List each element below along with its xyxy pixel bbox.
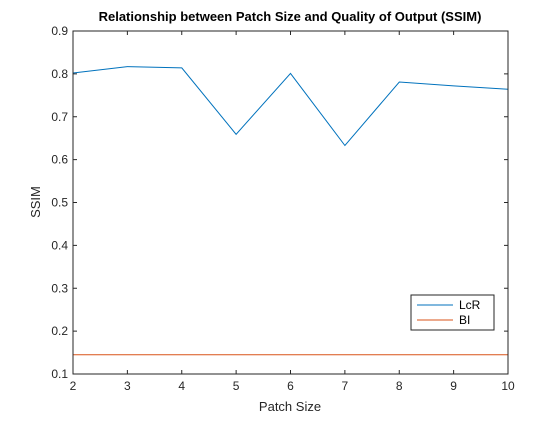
- series-layer: [72, 66, 509, 356]
- y-tick-label: 0.5: [51, 196, 68, 210]
- y-tick-label: 0.3: [51, 281, 68, 295]
- series-line-lcr: [72, 66, 509, 147]
- legend-label: BI: [459, 313, 470, 327]
- x-axis-label: Patch Size: [259, 399, 321, 414]
- y-tick-label: 0.4: [51, 238, 68, 252]
- x-tick-label: 4: [178, 379, 185, 393]
- x-tick-label: 2: [70, 379, 77, 393]
- y-axis-label: SSIM: [28, 186, 43, 218]
- x-tick-label: 9: [450, 379, 457, 393]
- legend-box: [410, 294, 495, 331]
- x-tick-label: 6: [287, 379, 294, 393]
- y-tick-label: 0.8: [51, 67, 68, 81]
- y-tick-label: 0.1: [51, 367, 68, 381]
- legend-label: LcR: [459, 298, 481, 312]
- chart-title: Relationship between Patch Size and Qual…: [99, 9, 482, 24]
- x-tick-label: 7: [342, 379, 349, 393]
- x-tick-label: 5: [233, 379, 240, 393]
- x-tick-label: 10: [501, 379, 515, 393]
- x-tick-label: 3: [124, 379, 131, 393]
- x-tick-label: 8: [396, 379, 403, 393]
- y-tick-label: 0.9: [51, 24, 68, 38]
- y-tick-label: 0.2: [51, 324, 68, 338]
- y-tick-label: 0.6: [51, 153, 68, 167]
- y-tick-label: 0.7: [51, 110, 68, 124]
- plot-box: [72, 30, 509, 375]
